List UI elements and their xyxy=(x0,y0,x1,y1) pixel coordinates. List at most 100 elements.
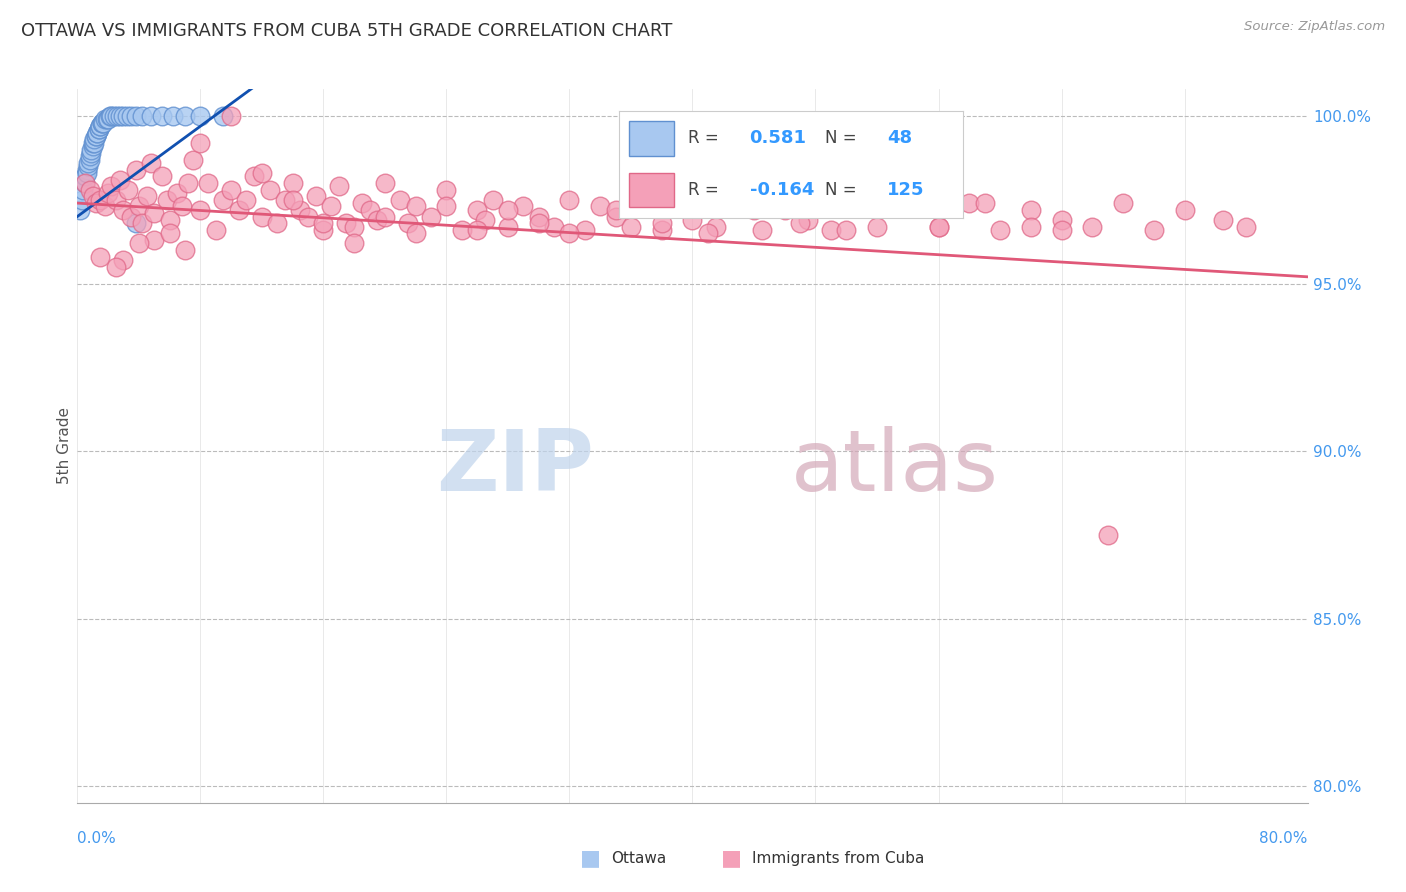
Point xyxy=(73,176,96,190)
Text: 80.0%: 80.0% xyxy=(1260,831,1308,847)
Bar xyxy=(628,173,673,207)
Bar xyxy=(628,121,673,155)
Point xyxy=(112,109,135,123)
Point xyxy=(589,199,612,213)
Point xyxy=(141,156,163,170)
Point xyxy=(212,193,235,207)
Point xyxy=(558,227,581,241)
Point xyxy=(84,129,107,144)
Point xyxy=(83,132,105,146)
Point xyxy=(797,212,820,227)
Point xyxy=(94,112,117,127)
Point xyxy=(928,219,950,234)
Point xyxy=(84,196,107,211)
Point xyxy=(651,216,673,230)
Point xyxy=(70,193,93,207)
Point xyxy=(110,109,132,123)
Point xyxy=(82,136,104,150)
Point xyxy=(73,176,96,190)
Point xyxy=(97,112,120,127)
Point xyxy=(973,196,995,211)
Point xyxy=(105,109,128,123)
Point xyxy=(150,109,173,123)
Point xyxy=(135,189,157,203)
Point xyxy=(1112,196,1135,211)
Point xyxy=(93,116,115,130)
Text: Immigrants from Cuba: Immigrants from Cuba xyxy=(752,851,925,865)
Point xyxy=(335,216,357,230)
Point xyxy=(72,183,94,197)
Point xyxy=(90,116,114,130)
Point xyxy=(704,219,727,234)
Point xyxy=(83,136,105,150)
Point xyxy=(290,202,312,217)
Text: Ottawa: Ottawa xyxy=(612,851,666,865)
Point xyxy=(77,159,100,173)
Point xyxy=(1081,219,1104,234)
Point xyxy=(90,116,114,130)
Point xyxy=(177,176,200,190)
Point xyxy=(374,210,396,224)
Point xyxy=(297,210,319,224)
Text: R =: R = xyxy=(688,181,724,199)
Point xyxy=(125,216,148,230)
Point xyxy=(789,216,811,230)
Point xyxy=(100,179,122,194)
Point xyxy=(1234,219,1257,234)
Point xyxy=(636,196,658,211)
Point xyxy=(77,156,100,170)
Point xyxy=(957,196,980,211)
Point xyxy=(110,172,132,186)
Point xyxy=(366,212,388,227)
Text: ■: ■ xyxy=(721,848,741,868)
Point xyxy=(115,109,138,123)
Point xyxy=(96,112,118,127)
Point xyxy=(97,186,120,200)
Text: -0.164: -0.164 xyxy=(749,181,814,199)
Point xyxy=(281,193,304,207)
Point xyxy=(1143,223,1166,237)
Point xyxy=(820,223,842,237)
Point xyxy=(86,126,108,140)
Point xyxy=(682,212,704,227)
Text: atlas: atlas xyxy=(792,425,998,509)
Point xyxy=(527,216,550,230)
Point xyxy=(174,243,197,257)
Text: OTTAWA VS IMMIGRANTS FROM CUBA 5TH GRADE CORRELATION CHART: OTTAWA VS IMMIGRANTS FROM CUBA 5TH GRADE… xyxy=(21,22,672,40)
Point xyxy=(235,193,257,207)
Point xyxy=(259,183,281,197)
Point xyxy=(319,199,342,213)
Point xyxy=(420,210,443,224)
Point xyxy=(87,122,110,136)
Point xyxy=(79,183,101,197)
Text: R =: R = xyxy=(688,129,724,147)
Point xyxy=(89,119,111,133)
Point xyxy=(79,153,101,167)
Point xyxy=(131,109,153,123)
Point xyxy=(527,210,550,224)
Point xyxy=(162,109,184,123)
Point xyxy=(312,216,335,230)
Point xyxy=(80,143,103,157)
Point xyxy=(835,223,858,237)
Point xyxy=(76,166,98,180)
Point xyxy=(94,199,117,213)
Point xyxy=(1174,202,1197,217)
Point xyxy=(131,216,153,230)
Point xyxy=(1097,528,1119,542)
Point xyxy=(155,193,177,207)
Point xyxy=(374,176,396,190)
Point xyxy=(405,199,427,213)
Point xyxy=(1212,212,1234,227)
Point xyxy=(89,193,111,207)
Point xyxy=(188,202,212,217)
Point xyxy=(120,109,142,123)
Point xyxy=(512,199,534,213)
Point xyxy=(866,219,889,234)
Point xyxy=(842,199,865,213)
Point xyxy=(143,233,166,247)
Point xyxy=(69,202,91,217)
Point xyxy=(543,219,565,234)
Y-axis label: 5th Grade: 5th Grade xyxy=(56,408,72,484)
Point xyxy=(651,223,673,237)
